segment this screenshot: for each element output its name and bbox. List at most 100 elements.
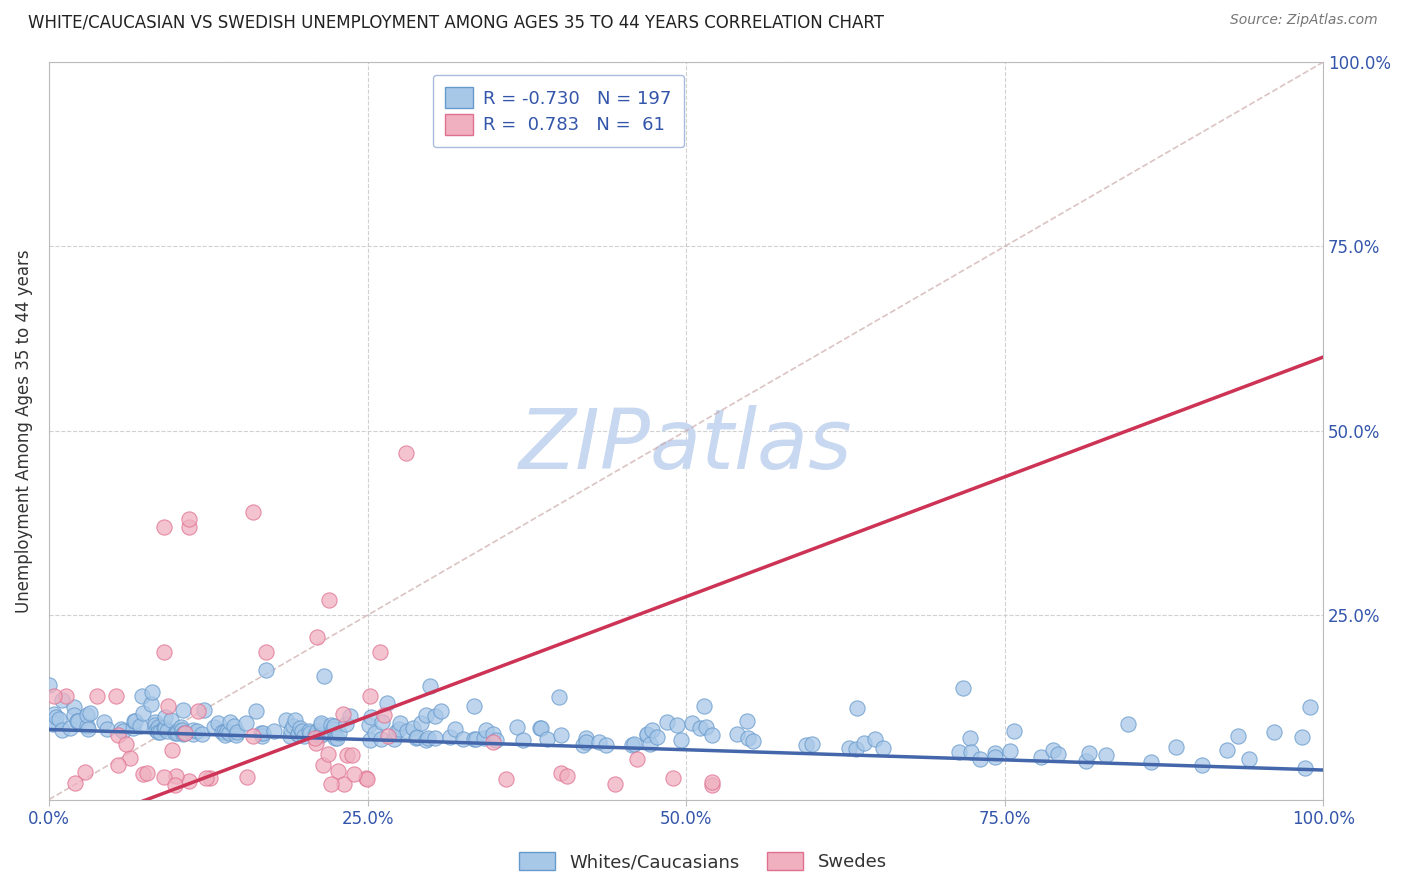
Point <box>681 716 703 731</box>
Point <box>297 724 319 739</box>
Point <box>284 714 307 728</box>
Text: Source: ZipAtlas.com: Source: ZipAtlas.com <box>1230 13 1378 28</box>
Point <box>38 678 60 692</box>
Point <box>572 739 595 753</box>
Point <box>195 771 218 785</box>
Point <box>328 726 350 740</box>
Point <box>621 738 644 752</box>
Point <box>332 707 354 722</box>
Point <box>872 740 894 755</box>
Point <box>254 663 277 677</box>
Point <box>451 731 474 746</box>
Point <box>250 729 273 743</box>
Point <box>495 772 517 786</box>
Point <box>304 736 326 750</box>
Point <box>1042 743 1064 757</box>
Point <box>42 690 65 704</box>
Point <box>305 630 328 644</box>
Point <box>304 731 326 745</box>
Point <box>44 706 66 721</box>
Point <box>439 730 461 744</box>
Point <box>312 757 335 772</box>
Point <box>107 728 129 742</box>
Point <box>63 700 86 714</box>
Point <box>382 731 405 746</box>
Point <box>122 714 145 728</box>
Point <box>360 709 382 723</box>
Point <box>181 727 204 741</box>
Point <box>636 726 658 740</box>
Point <box>172 726 194 740</box>
Point <box>118 751 141 765</box>
Point <box>145 723 167 737</box>
Point <box>863 731 886 746</box>
Point <box>309 728 332 742</box>
Point <box>1263 725 1285 739</box>
Point <box>336 747 359 762</box>
Point <box>1074 754 1097 768</box>
Point <box>48 712 70 726</box>
Text: WHITE/CAUCASIAN VS SWEDISH UNEMPLOYMENT AMONG AGES 35 TO 44 YEARS CORRELATION CH: WHITE/CAUCASIAN VS SWEDISH UNEMPLOYMENT … <box>28 13 884 31</box>
Point <box>959 731 981 746</box>
Point <box>960 745 983 759</box>
Point <box>377 729 399 743</box>
Point <box>222 718 245 732</box>
Point <box>63 776 86 790</box>
Point <box>425 731 447 745</box>
Point <box>42 717 65 731</box>
Point <box>984 750 1007 764</box>
Point <box>1140 755 1163 769</box>
Point <box>148 725 170 739</box>
Point <box>725 726 748 740</box>
Point <box>496 128 519 143</box>
Point <box>166 726 188 740</box>
Point <box>124 714 146 728</box>
Point <box>364 726 387 740</box>
Point <box>77 722 100 736</box>
Point <box>548 690 571 704</box>
Point <box>356 772 378 786</box>
Point <box>1095 747 1118 762</box>
Point <box>291 723 314 738</box>
Point <box>443 722 465 736</box>
Point <box>463 732 485 747</box>
Point <box>143 714 166 729</box>
Point <box>55 690 77 704</box>
Point <box>370 731 392 746</box>
Point <box>1164 740 1187 755</box>
Point <box>645 730 668 744</box>
Point <box>547 128 569 143</box>
Point <box>96 723 118 737</box>
Point <box>319 727 342 741</box>
Point <box>1000 744 1022 758</box>
Point <box>1002 724 1025 739</box>
Point <box>482 727 505 741</box>
Point <box>114 737 136 751</box>
Point <box>93 715 115 730</box>
Point <box>73 765 96 780</box>
Point <box>322 722 344 736</box>
Point <box>179 512 201 526</box>
Point <box>183 723 205 737</box>
Point <box>326 764 349 778</box>
Point <box>312 669 335 683</box>
Point <box>153 770 176 784</box>
Point <box>186 723 208 738</box>
Point <box>316 747 339 761</box>
Point <box>112 724 135 739</box>
Point <box>695 720 717 734</box>
Point <box>173 725 195 739</box>
Point <box>550 728 572 742</box>
Point <box>530 721 553 735</box>
Point <box>952 681 974 696</box>
Point <box>702 775 724 789</box>
Point <box>45 710 67 724</box>
Point <box>323 719 346 733</box>
Point <box>472 731 495 746</box>
Point <box>1227 729 1250 743</box>
Point <box>603 777 626 791</box>
Point <box>536 732 558 747</box>
Point <box>550 766 572 780</box>
Point <box>225 728 247 742</box>
Legend: R = -0.730   N = 197, R =  0.783   N =  61: R = -0.730 N = 197, R = 0.783 N = 61 <box>433 75 685 147</box>
